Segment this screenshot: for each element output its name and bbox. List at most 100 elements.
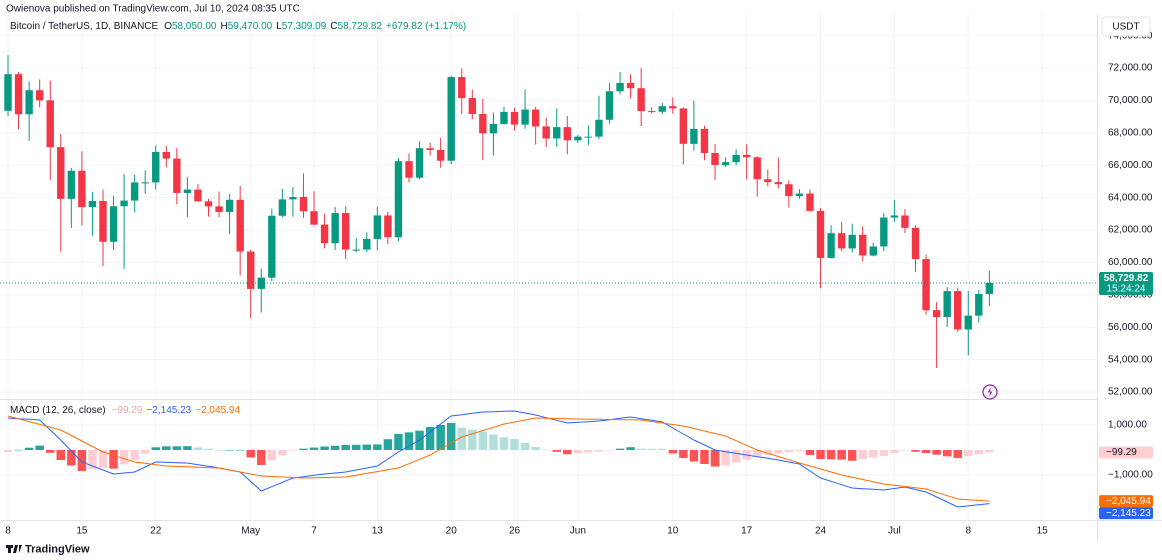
candle-body <box>25 90 33 115</box>
candle-body <box>964 315 972 330</box>
brand-logo <box>6 545 22 553</box>
candle-body <box>247 251 255 289</box>
histogram-bar <box>573 450 583 454</box>
candle-body <box>848 234 856 249</box>
candle-body <box>859 234 867 256</box>
histogram-legend-value: −99.29 <box>112 405 143 416</box>
candle-body <box>109 206 118 242</box>
macd-line <box>7 410 990 508</box>
histogram-bar <box>35 445 44 450</box>
candle-body <box>869 246 877 256</box>
histogram-bar <box>299 448 308 450</box>
candle-body <box>363 238 371 250</box>
histogram-bar <box>309 447 319 450</box>
histogram-bar <box>151 447 160 450</box>
signal-legend-value: −2,045.94 <box>195 405 240 416</box>
histogram-bar <box>425 427 435 450</box>
candle-body <box>99 200 107 242</box>
candle-body <box>880 217 888 247</box>
candle-body <box>352 249 360 251</box>
candle-body <box>215 206 223 212</box>
candle-body <box>173 158 181 193</box>
x-tick-label: 24 <box>815 526 827 537</box>
candle-body <box>943 291 951 318</box>
alert-bolt[interactable] <box>987 387 993 397</box>
x-tick-label: 7 <box>311 526 317 537</box>
candle-body <box>932 310 941 318</box>
candle-body <box>837 233 846 249</box>
legend-change: +679.82 (+1.17%) <box>386 21 466 32</box>
histogram-bar <box>605 450 614 451</box>
histogram-bar <box>837 450 846 460</box>
candle-body <box>120 200 128 207</box>
histogram-bar <box>953 450 962 458</box>
countdown-label: 15:24:24 <box>1107 284 1146 295</box>
grid-layer <box>0 14 1097 520</box>
histogram-bar <box>520 443 530 450</box>
candle-body <box>901 215 909 228</box>
candle-body <box>384 215 392 238</box>
histogram-bar <box>257 450 266 465</box>
last-price-label: 58,729.82 <box>1104 273 1149 284</box>
histogram-bar <box>541 449 551 450</box>
histogram-bar <box>552 450 561 452</box>
histogram-value-label: −99.29 <box>1106 447 1137 458</box>
histogram-bar <box>468 429 477 450</box>
candle-body <box>310 211 318 225</box>
histogram-bar <box>679 450 688 458</box>
histogram-bar <box>921 450 931 453</box>
histogram-bar <box>193 447 203 450</box>
macd-value-box <box>1099 507 1153 520</box>
histogram-bar <box>869 450 878 458</box>
histogram-bar <box>119 450 129 465</box>
histogram-bar <box>805 450 815 455</box>
signal-line <box>7 415 990 502</box>
currency-label[interactable]: USDT <box>1112 22 1139 33</box>
currency-button[interactable] <box>1101 16 1151 37</box>
histogram-bar <box>267 450 277 461</box>
y-tick-label: 54,000.00 <box>1108 354 1153 365</box>
macd-value-label: −2,145.23 <box>1106 508 1151 519</box>
candle-body <box>500 111 508 124</box>
macd-legend-title: MACD (12, 26, close) <box>10 405 106 416</box>
y-tick-label: 64,000.00 <box>1108 192 1153 203</box>
legend-value: 58,050.00 <box>172 21 217 32</box>
histogram-bar <box>795 450 804 451</box>
histogram-bar <box>499 437 509 450</box>
y-tick-label: 68,000.00 <box>1108 127 1153 138</box>
candle-body <box>975 294 983 316</box>
candle-body <box>806 193 814 211</box>
candle-body <box>458 77 466 99</box>
x-tick-label: 17 <box>741 526 753 537</box>
legend-key: L <box>276 21 282 32</box>
candle-body <box>700 128 709 154</box>
candle-body <box>162 151 170 159</box>
candle-body <box>78 170 86 208</box>
candle-body <box>890 215 899 218</box>
candle-body <box>130 182 139 201</box>
x-tick-label: May <box>241 526 260 537</box>
candle-body <box>584 136 593 138</box>
candle-body <box>479 113 487 134</box>
histogram-bar <box>911 450 920 452</box>
histogram-bar <box>394 434 403 450</box>
macd-legend-value: −2,145.23 <box>146 405 191 416</box>
histogram-bar <box>964 450 973 457</box>
histogram-bar <box>436 425 445 450</box>
candle-body <box>225 199 234 212</box>
histogram-bar <box>826 450 836 460</box>
candle-body <box>468 98 477 114</box>
histogram-bar <box>330 445 340 450</box>
candle-body <box>764 179 772 183</box>
candle-body <box>46 100 54 148</box>
histogram-bar <box>489 434 498 450</box>
candle-body <box>605 91 614 120</box>
histogram-bar <box>721 450 730 466</box>
alert-icon[interactable] <box>982 384 998 400</box>
candle-body <box>489 123 498 134</box>
candle-body <box>954 291 962 330</box>
candle-body <box>827 233 835 258</box>
candle-body <box>183 189 192 193</box>
histogram-bar <box>225 450 234 451</box>
plot-layer <box>0 55 1097 508</box>
